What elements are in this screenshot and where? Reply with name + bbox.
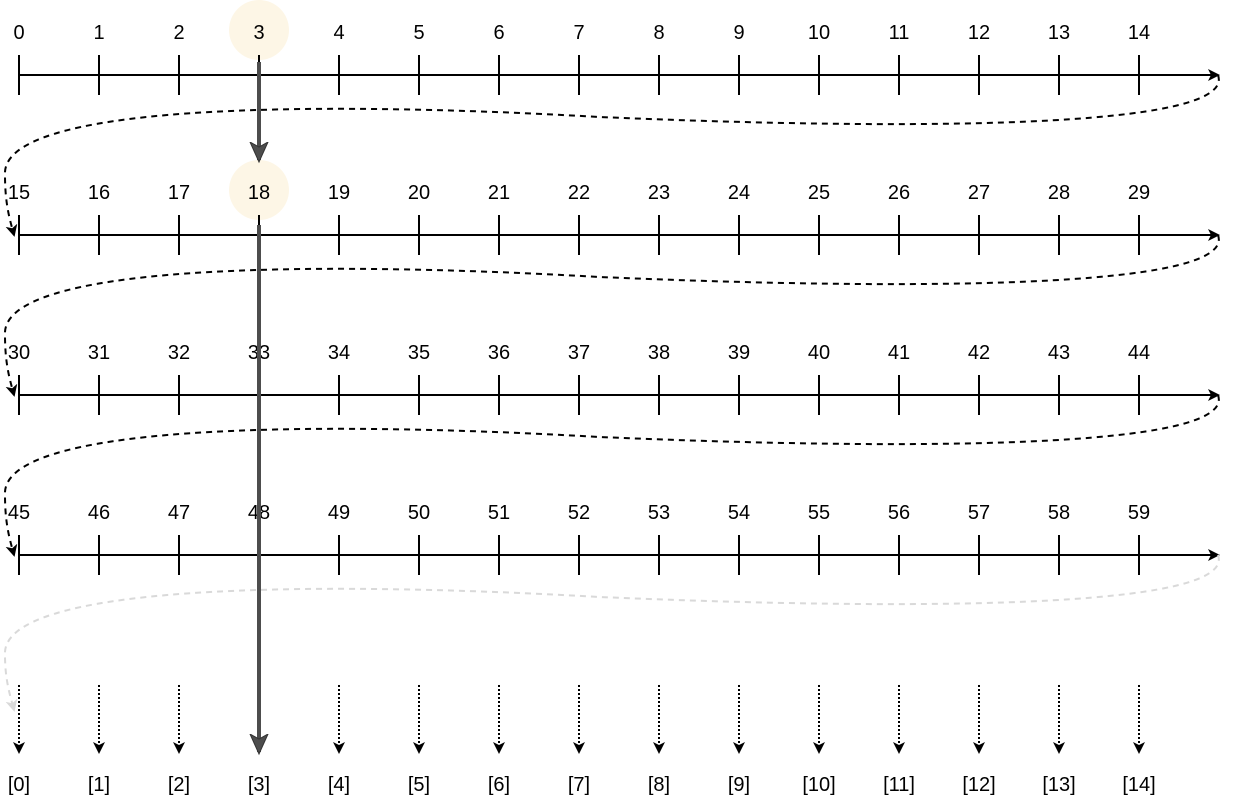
tick-label: 3	[253, 22, 264, 44]
bucket-label: [1]	[88, 774, 110, 796]
tick-label: 47	[168, 502, 190, 524]
tick-label: 10	[808, 22, 830, 44]
tick-label: 17	[168, 182, 190, 204]
tick-label: 52	[568, 502, 590, 524]
bucket: [11]	[883, 685, 915, 796]
tick-label: 16	[88, 182, 110, 204]
bucket: [1]	[88, 685, 110, 796]
bucket: [6]	[488, 685, 510, 796]
tick-label: 23	[648, 182, 670, 204]
tick-label: 28	[1048, 182, 1070, 204]
tick-label: 27	[968, 182, 990, 204]
tick-label: 46	[88, 502, 110, 524]
tick-label: 1	[93, 22, 104, 44]
tick-label: 32	[168, 342, 190, 364]
tick-label: 11	[889, 22, 910, 44]
tick-label: 20	[408, 182, 430, 204]
highlight-circle	[229, 0, 289, 60]
tick-label: 6	[493, 22, 504, 44]
bucket: [3]	[248, 774, 270, 796]
bucket: [0]	[8, 685, 30, 796]
tick-label: 8	[653, 22, 664, 44]
tick-label: 58	[1048, 502, 1070, 524]
tick-label: 34	[328, 342, 350, 364]
tick-label: 45	[8, 502, 30, 524]
highlight-circle	[229, 160, 289, 220]
tick-label: 55	[808, 502, 830, 524]
tick-label: 53	[648, 502, 670, 524]
bucket-label: [10]	[802, 774, 835, 796]
number-line-row: 0 1 2 3 4 5 6 7 8 9 10 11 12 13 14	[13, 22, 1220, 95]
tick-label: 40	[808, 342, 830, 364]
tick-label: 19	[328, 182, 350, 204]
tick-label: 56	[888, 502, 910, 524]
bucket-label: [9]	[728, 774, 750, 796]
tick-label: 5	[413, 22, 424, 44]
wrap-arrow	[3, 394, 1220, 557]
tick-label: 9	[733, 22, 744, 44]
tick-label: 41	[888, 342, 910, 364]
bucket: [8]	[648, 685, 670, 796]
tick-label: 43	[1048, 342, 1070, 364]
bucket-label: [2]	[168, 774, 190, 796]
tick-label: 44	[1128, 342, 1150, 364]
tick-label: 0	[13, 22, 24, 44]
bucket: [10]	[802, 685, 836, 796]
bucket-label: [11]	[883, 774, 915, 796]
tick-label: 42	[968, 342, 990, 364]
bucket: [4]	[328, 685, 350, 796]
faded-wrap-arrow	[3, 554, 1220, 712]
tick-label: 15	[8, 182, 30, 204]
bucket-label: [12]	[962, 774, 995, 796]
tick-label: 50	[408, 502, 430, 524]
tick-label: 24	[728, 182, 750, 204]
number-line-row: 15 16 17 18 19 20 21 22 23 24 25 26 27 28 29	[8, 182, 1220, 255]
tick-label: 25	[808, 182, 830, 204]
tick-label: 29	[1128, 182, 1150, 204]
tick-label: 22	[568, 182, 590, 204]
bucket-label: [13]	[1042, 774, 1075, 796]
bucket: [12]	[962, 685, 996, 796]
tick-label: 26	[888, 182, 910, 204]
number-line-row: 303132333435363738394041424344	[8, 342, 1220, 415]
tick-label: 14	[1128, 22, 1150, 44]
tick-label: 21	[488, 182, 510, 204]
bucket: [13]	[1042, 685, 1076, 796]
bucket-label: [6]	[488, 774, 510, 796]
tick-label: 57	[968, 502, 990, 524]
bucket-label: [5]	[408, 774, 430, 796]
bucket-label: [3]	[248, 774, 270, 796]
tick-label: 31	[88, 342, 110, 364]
tick-label: 30	[8, 342, 30, 364]
tick-label: 35	[408, 342, 430, 364]
tick-label: 49	[328, 502, 350, 524]
bucket-label: [0]	[8, 774, 30, 796]
bucket-label: [8]	[648, 774, 670, 796]
tick-label: 54	[728, 502, 750, 524]
bucket: [14]	[1122, 685, 1156, 796]
wrap-arrow	[3, 234, 1220, 397]
tick-label: 38	[648, 342, 670, 364]
bucket: [9]	[728, 685, 750, 796]
number-line-row: 454647484950515253545556575859	[8, 502, 1220, 575]
bucket-label: [14]	[1122, 774, 1155, 796]
bucket-label: [4]	[328, 774, 350, 796]
wrap-arrow	[3, 74, 1220, 237]
bucket: [5]	[408, 685, 430, 796]
tick-label: 13	[1048, 22, 1070, 44]
tick-label: 4	[333, 22, 344, 44]
tick-label: 51	[488, 502, 510, 524]
tick-label: 59	[1128, 502, 1150, 524]
tick-label: 39	[728, 342, 750, 364]
bucket: [2]	[168, 685, 190, 796]
tick-label: 7	[573, 22, 584, 44]
tick-label: 12	[968, 22, 990, 44]
tick-label: 37	[568, 342, 590, 364]
bucket-label: [7]	[568, 774, 590, 796]
tick-label: 18	[248, 182, 270, 204]
tick-label: 36	[488, 342, 510, 364]
bucket: [7]	[568, 685, 590, 796]
tick-label: 2	[173, 22, 184, 44]
